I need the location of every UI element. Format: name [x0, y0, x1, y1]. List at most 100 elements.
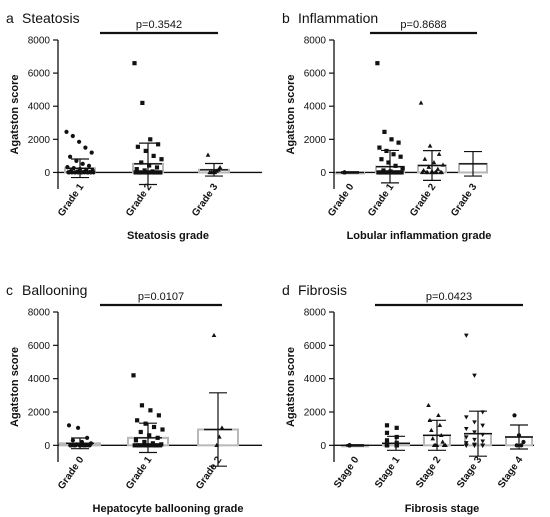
data-point — [66, 423, 72, 428]
data-point — [418, 100, 424, 105]
y-tick-label: 4000 — [304, 374, 327, 385]
panel-title: Inflammation — [298, 10, 378, 26]
data-point — [133, 438, 139, 443]
y-tick-label: 2000 — [28, 135, 51, 146]
data-point — [394, 443, 399, 448]
data-point — [153, 443, 158, 448]
data-point — [480, 410, 485, 415]
y-tick-label: 6000 — [28, 341, 51, 352]
data-point — [151, 424, 157, 430]
data-point — [151, 153, 156, 158]
data-point — [68, 154, 73, 159]
data-point — [472, 373, 477, 378]
data-point — [438, 169, 443, 175]
data-point — [148, 137, 153, 142]
panel-title: Fibrosis — [298, 282, 347, 298]
y-tick-label: 8000 — [28, 36, 51, 47]
data-point — [391, 152, 396, 157]
data-point — [131, 373, 136, 378]
y-tick-label: 4000 — [28, 102, 51, 113]
data-point — [472, 437, 477, 443]
data-point — [463, 426, 469, 432]
data-point — [426, 164, 432, 169]
data-point — [135, 418, 140, 423]
data-point — [72, 443, 77, 448]
data-point — [380, 170, 385, 175]
data-point — [155, 435, 160, 440]
data-point — [463, 333, 469, 338]
data-point — [436, 151, 442, 156]
data-point — [375, 61, 380, 66]
data-point — [70, 133, 75, 139]
y-tick-label: 2000 — [304, 408, 327, 419]
x-tick-label: Grade 1 — [124, 454, 155, 491]
data-point — [440, 162, 446, 167]
data-point — [438, 432, 444, 438]
data-point — [427, 417, 433, 423]
data-point — [463, 435, 469, 440]
data-point — [382, 129, 387, 134]
data-point — [342, 170, 347, 175]
data-point — [480, 443, 485, 448]
panel-letter: a — [6, 10, 14, 26]
data-point — [422, 156, 428, 161]
x-tick-label: Grade 1 — [56, 182, 87, 219]
data-point — [440, 439, 445, 444]
data-point — [384, 443, 390, 448]
data-point — [430, 436, 436, 441]
x-tick-label: Grade 2 — [194, 454, 225, 491]
data-point — [79, 170, 84, 175]
data-point — [65, 165, 70, 170]
data-point — [156, 413, 161, 418]
y-tick-label: 0 — [320, 168, 326, 179]
data-point — [144, 443, 149, 448]
data-point — [73, 170, 78, 175]
data-point — [389, 137, 394, 142]
data-point — [431, 159, 437, 165]
y-tick-label: 4000 — [28, 374, 51, 385]
y-tick-label: 0 — [44, 441, 50, 452]
panel-title: Steatosis — [22, 10, 80, 26]
x-tick-label: Stage 1 — [373, 454, 403, 490]
data-point — [157, 443, 163, 448]
y-tick-label: 4000 — [304, 102, 327, 113]
data-point — [472, 430, 477, 435]
y-tick-label: 8000 — [304, 308, 327, 319]
y-axis-label: Agatston score — [285, 74, 297, 154]
y-tick-label: 8000 — [28, 308, 51, 319]
data-point — [394, 425, 399, 430]
data-point — [480, 432, 485, 438]
data-point — [144, 170, 149, 175]
data-point — [519, 443, 524, 448]
data-point — [159, 157, 164, 162]
panel-title: Ballooning — [22, 282, 87, 298]
x-tick-label: Grade 3 — [449, 182, 480, 219]
data-point — [83, 145, 88, 150]
x-tick-label: Grade 1 — [366, 182, 397, 219]
data-point — [134, 167, 139, 172]
data-point — [437, 422, 443, 428]
panel-letter: d — [282, 282, 290, 298]
data-point — [138, 429, 143, 435]
data-point — [77, 166, 83, 172]
x-tick-label: Grade 0 — [326, 182, 357, 219]
data-point — [207, 169, 213, 175]
y-tick-label: 2000 — [28, 408, 51, 419]
data-point — [514, 443, 519, 448]
data-point — [205, 152, 211, 157]
data-point — [147, 433, 152, 438]
data-point — [377, 145, 382, 150]
data-point — [443, 442, 448, 448]
data-point — [136, 443, 141, 448]
data-point — [394, 170, 399, 175]
data-point — [434, 442, 440, 448]
x-tick-label: Grade 2 — [408, 182, 439, 219]
data-point — [423, 169, 429, 175]
data-point — [516, 433, 522, 438]
data-point — [77, 139, 82, 144]
x-tick-label: Grade 3 — [190, 182, 221, 219]
data-point — [219, 425, 225, 430]
y-axis-label: Agatston score — [9, 347, 21, 427]
x-tick-label: Grade 0 — [56, 454, 87, 491]
panel-a: a Steatosis 0 2000 4000 6000 8000 Agatston scor… — [6, 10, 262, 242]
